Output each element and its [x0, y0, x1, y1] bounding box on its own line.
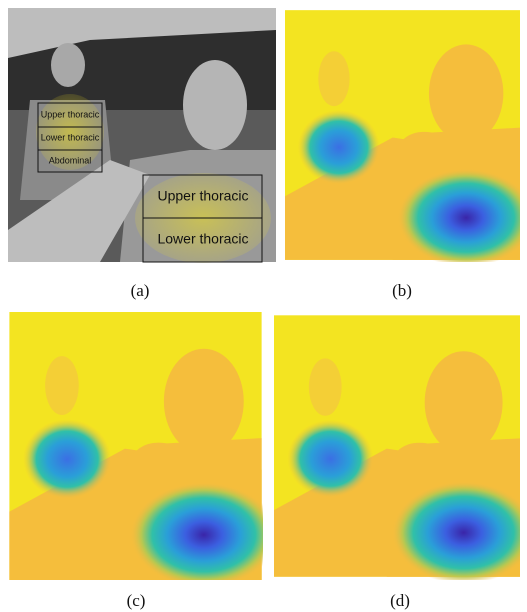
region-label: Lower thoracic — [157, 231, 248, 247]
panel-a: Upper thoracic Lower thoracic Abdominal … — [8, 8, 276, 263]
heatmap-d — [274, 315, 527, 584]
region-label: Lower thoracic — [41, 132, 100, 142]
heatmap-c — [9, 312, 277, 587]
caption: (a) — [131, 281, 150, 300]
caption: (b) — [392, 281, 412, 300]
region-label: Abdominal — [49, 155, 92, 165]
caption: (d) — [390, 591, 410, 610]
figure: Upper thoracic Lower thoracic Abdominal … — [0, 0, 527, 612]
region-label: Upper thoracic — [157, 188, 248, 204]
caption: (c) — [127, 591, 146, 610]
heatmap-b — [285, 10, 527, 267]
region-label: Upper thoracic — [41, 109, 100, 119]
